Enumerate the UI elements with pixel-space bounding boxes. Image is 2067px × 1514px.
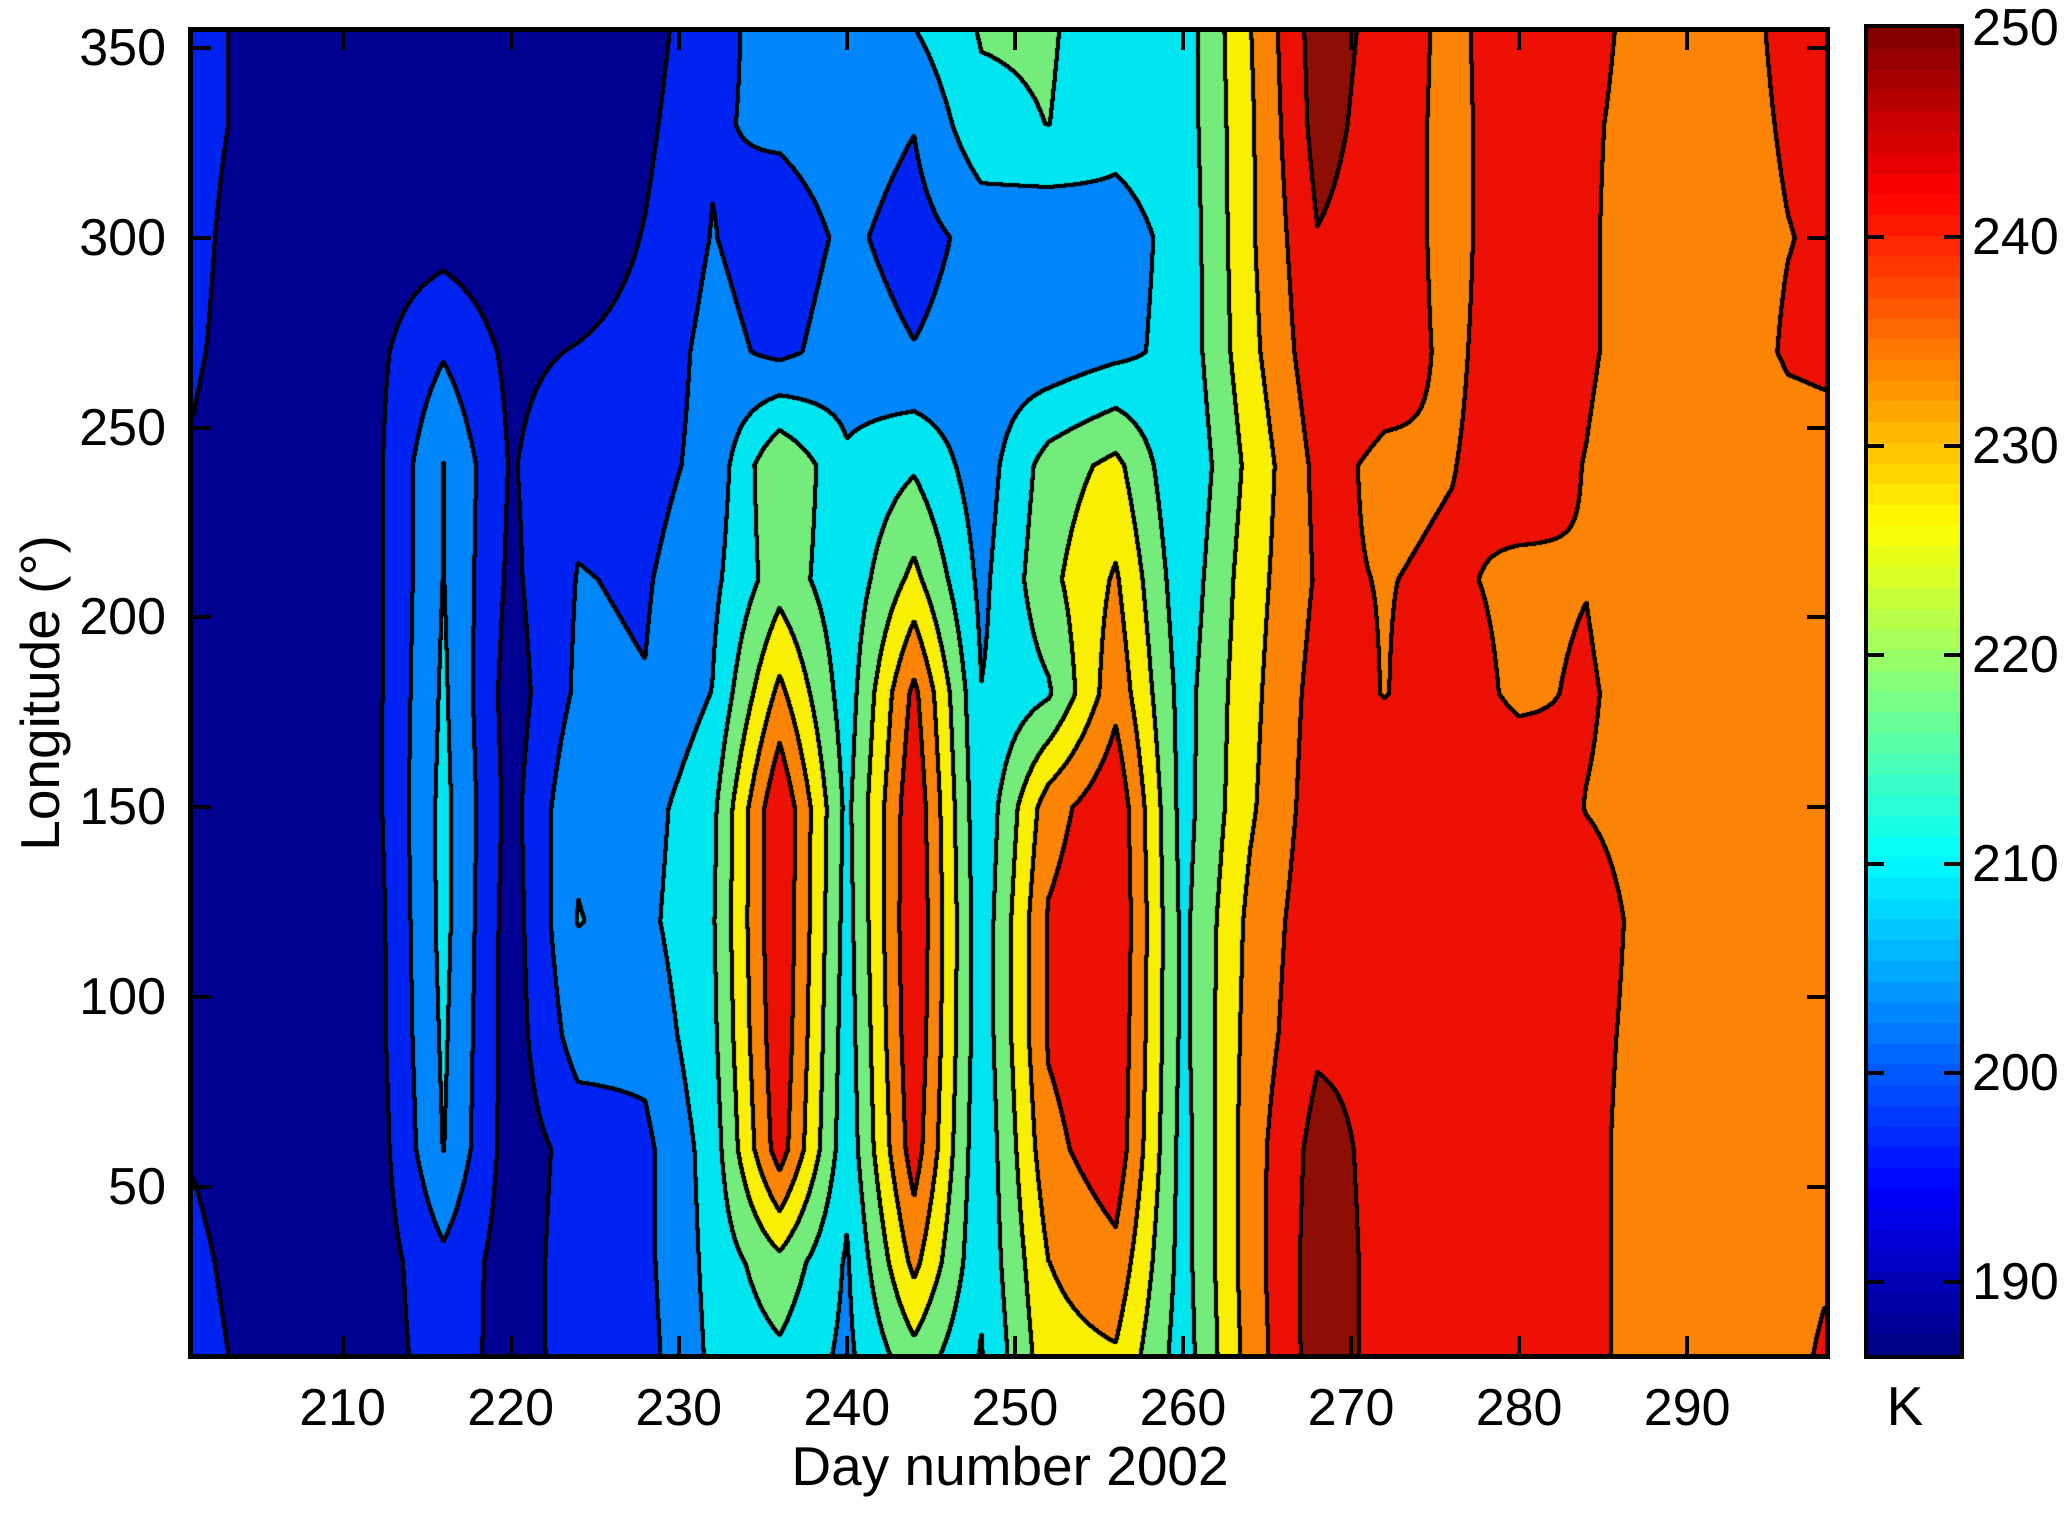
y-tick <box>193 1184 211 1189</box>
colorbar-tick <box>1868 443 1884 448</box>
colorbar-tick-right <box>1944 443 1960 448</box>
x-tick-label: 250 <box>971 1379 1059 1437</box>
x-tick-top <box>676 32 681 50</box>
colorbar-tick-right <box>1944 861 1960 866</box>
y-tick-right <box>1807 995 1825 1000</box>
x-tick-top <box>508 32 513 50</box>
colorbar-tick-label: 250 <box>1972 0 2059 57</box>
x-tick-top <box>1180 32 1185 50</box>
x-tick <box>1517 1336 1522 1354</box>
x-tick-label: 240 <box>803 1379 891 1437</box>
y-tick <box>193 235 211 240</box>
y-tick <box>193 425 211 430</box>
x-tick <box>676 1336 681 1354</box>
y-tick-right <box>1807 1184 1825 1189</box>
colorbar-tick-label: 190 <box>1972 1252 2059 1311</box>
y-tick-right <box>1807 425 1825 430</box>
colorbar-tick-right <box>1944 1070 1960 1075</box>
x-tick-label: 290 <box>1643 1379 1731 1437</box>
y-tick-right <box>1807 615 1825 620</box>
x-tick <box>340 1336 345 1354</box>
colorbar-tick <box>1868 1070 1884 1075</box>
colorbar <box>1864 24 1964 1359</box>
x-tick <box>1012 1336 1017 1354</box>
colorbar-tick-right <box>1944 652 1960 657</box>
y-tick <box>193 805 211 810</box>
y-tick <box>193 995 211 1000</box>
y-tick-label: 350 <box>79 18 166 77</box>
plot-area <box>188 27 1830 1359</box>
y-tick-right <box>1807 45 1825 50</box>
y-tick <box>193 45 211 50</box>
contour-canvas <box>193 32 1825 1354</box>
colorbar-tick-label: 200 <box>1972 1043 2059 1102</box>
x-tick-top <box>1012 32 1017 50</box>
colorbar-tick <box>1868 1279 1884 1284</box>
x-tick-label: 260 <box>1139 1379 1227 1437</box>
x-tick <box>844 1336 849 1354</box>
y-tick-right <box>1807 805 1825 810</box>
colorbar-gradient <box>1868 28 1960 1355</box>
colorbar-tick <box>1868 652 1884 657</box>
y-tick <box>193 615 211 620</box>
y-tick-label: 250 <box>79 398 166 457</box>
x-tick <box>508 1336 513 1354</box>
x-tick-top <box>844 32 849 50</box>
colorbar-tick <box>1868 234 1884 239</box>
x-tick-label: 230 <box>635 1379 723 1437</box>
x-tick-top <box>340 32 345 50</box>
y-tick-label: 150 <box>79 778 166 837</box>
colorbar-tick-label: 220 <box>1972 625 2059 684</box>
x-tick-top <box>1517 32 1522 50</box>
x-tick <box>1180 1336 1185 1354</box>
x-axis-label: Day number 2002 <box>791 1435 1229 1497</box>
x-tick <box>1685 1336 1690 1354</box>
colorbar-tick-label: 210 <box>1972 834 2059 893</box>
x-tick-top <box>1685 32 1690 50</box>
x-tick-label: 210 <box>299 1379 386 1437</box>
colorbar-tick-label: 230 <box>1972 416 2059 475</box>
y-tick-right <box>1807 235 1825 240</box>
colorbar-tick-right <box>1944 234 1960 239</box>
x-tick-label: 220 <box>467 1379 555 1437</box>
y-tick-label: 100 <box>79 968 166 1027</box>
colorbar-tick <box>1868 861 1884 866</box>
colorbar-tick-right <box>1944 1279 1960 1284</box>
x-tick-top <box>1349 32 1354 50</box>
x-tick-label: 280 <box>1475 1379 1563 1437</box>
y-tick-label: 50 <box>108 1157 166 1216</box>
colorbar-unit-label: K <box>1886 1375 1924 1437</box>
x-tick <box>1349 1336 1354 1354</box>
y-tick-label: 200 <box>79 588 166 647</box>
colorbar-tick-label: 240 <box>1972 207 2059 266</box>
x-tick-label: 270 <box>1307 1379 1395 1437</box>
y-tick-label: 300 <box>79 208 166 267</box>
